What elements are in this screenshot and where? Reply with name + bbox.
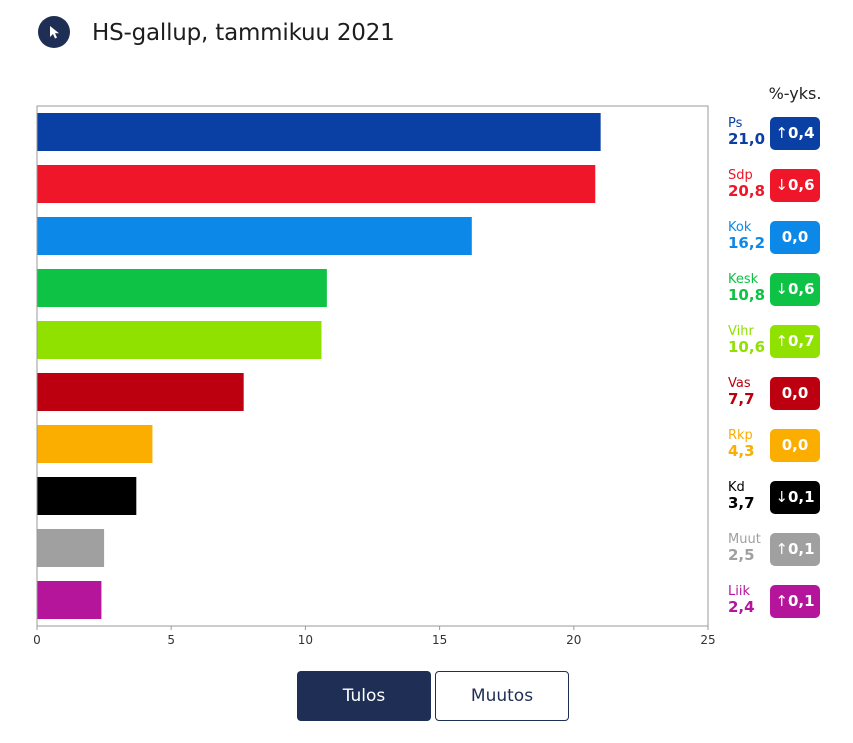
bar-ps: [37, 113, 601, 151]
change-column-header: %-yks.: [768, 84, 822, 103]
bar-kd: [37, 477, 137, 515]
x-tick-label: 5: [167, 633, 175, 647]
change-badge: ↑ 0,7: [770, 324, 820, 358]
party-value: 10,6: [728, 337, 766, 356]
change-badge: 0,0: [770, 376, 820, 410]
change-badge: ↓ 0,6: [770, 272, 820, 306]
legend-row-vas: Vas 7,7 0,0: [728, 375, 828, 417]
bar-sdp: [37, 165, 596, 203]
change-badge: ↑ 0,4: [770, 116, 820, 150]
arrow-up-icon: ↑: [775, 540, 788, 558]
party-name: Muut: [728, 531, 761, 547]
party-value: 20,8: [728, 181, 766, 200]
arrow-down-icon: ↓: [775, 488, 788, 506]
muutos-button[interactable]: Muutos: [435, 671, 569, 721]
arrow-up-icon: ↑: [775, 592, 788, 610]
legend-row-kok: Kok 16,2 0,0: [728, 219, 828, 261]
legend-row-rkp: Rkp 4,3 0,0: [728, 427, 828, 469]
bar-vas: [37, 373, 244, 411]
x-tick-label: 15: [432, 633, 447, 647]
tulos-button[interactable]: Tulos: [297, 671, 431, 721]
party-value: 4,3: [728, 441, 755, 460]
party-value: 10,8: [728, 285, 766, 304]
change-value: 0,1: [788, 592, 815, 610]
change-value: 0,0: [781, 384, 809, 402]
change-value: 0,6: [788, 280, 815, 298]
change-value: 0,0: [781, 436, 809, 454]
party-name: Vas: [728, 375, 751, 391]
x-tick-label: 20: [566, 633, 581, 647]
legend-row-sdp: Sdp 20,8 ↓ 0,6: [728, 167, 828, 209]
party-name: Sdp: [728, 167, 753, 183]
party-name: Kesk: [728, 271, 759, 287]
bar-kok: [37, 217, 472, 255]
legend-row-kd: Kd 3,7 ↓ 0,1: [728, 479, 828, 521]
change-value: 0,0: [781, 228, 809, 246]
change-badge: ↑ 0,1: [770, 584, 820, 618]
party-value: 21,0: [728, 129, 766, 148]
arrow-down-icon: ↓: [775, 280, 788, 298]
x-tick-label: 10: [298, 633, 313, 647]
change-value: 0,1: [788, 540, 815, 558]
arrow-up-icon: ↑: [775, 124, 788, 142]
x-tick-label: 0: [33, 633, 41, 647]
bar-rkp: [37, 425, 153, 463]
bar-vihr: [37, 321, 322, 359]
legend-row-vihr: Vihr 10,6 ↑ 0,7: [728, 323, 828, 365]
party-value: 2,5: [728, 545, 755, 564]
change-badge: ↓ 0,1: [770, 480, 820, 514]
party-name: Rkp: [728, 427, 753, 443]
party-value: 7,7: [728, 389, 755, 408]
change-badge: 0,0: [770, 220, 820, 254]
change-value: 0,1: [788, 488, 815, 506]
x-tick-label: 25: [700, 633, 715, 647]
legend-row-muut: Muut 2,5 ↑ 0,1: [728, 531, 828, 573]
party-name: Liik: [728, 583, 750, 599]
party-value: 2,4: [728, 597, 755, 616]
legend-row-liik: Liik 2,4 ↑ 0,1: [728, 583, 828, 625]
bar-chart: 0 5 10 15 20 25: [33, 105, 716, 647]
party-name: Ps: [728, 115, 743, 131]
change-badge: ↑ 0,1: [770, 532, 820, 566]
party-value: 16,2: [728, 233, 766, 252]
arrow-down-icon: ↓: [775, 176, 788, 194]
cursor-pointer-icon: [38, 16, 70, 48]
legend-row-kesk: Kesk 10,8 ↓ 0,6: [728, 271, 828, 313]
party-name: Kd: [728, 479, 745, 495]
party-name: Kok: [728, 219, 752, 235]
bar-muut: [37, 529, 105, 567]
party-value: 3,7: [728, 493, 755, 512]
change-value: 0,6: [788, 176, 815, 194]
change-badge: ↓ 0,6: [770, 168, 820, 202]
bar-liik: [37, 581, 102, 619]
change-value: 0,4: [788, 124, 815, 142]
page-title: HS-gallup, tammikuu 2021: [92, 20, 395, 46]
change-badge: 0,0: [770, 428, 820, 462]
change-value: 0,7: [788, 332, 815, 350]
bar-kesk: [37, 269, 327, 307]
arrow-up-icon: ↑: [775, 332, 788, 350]
party-name: Vihr: [728, 323, 754, 339]
legend-row-ps: Ps 21,0 ↑ 0,4: [728, 115, 828, 157]
